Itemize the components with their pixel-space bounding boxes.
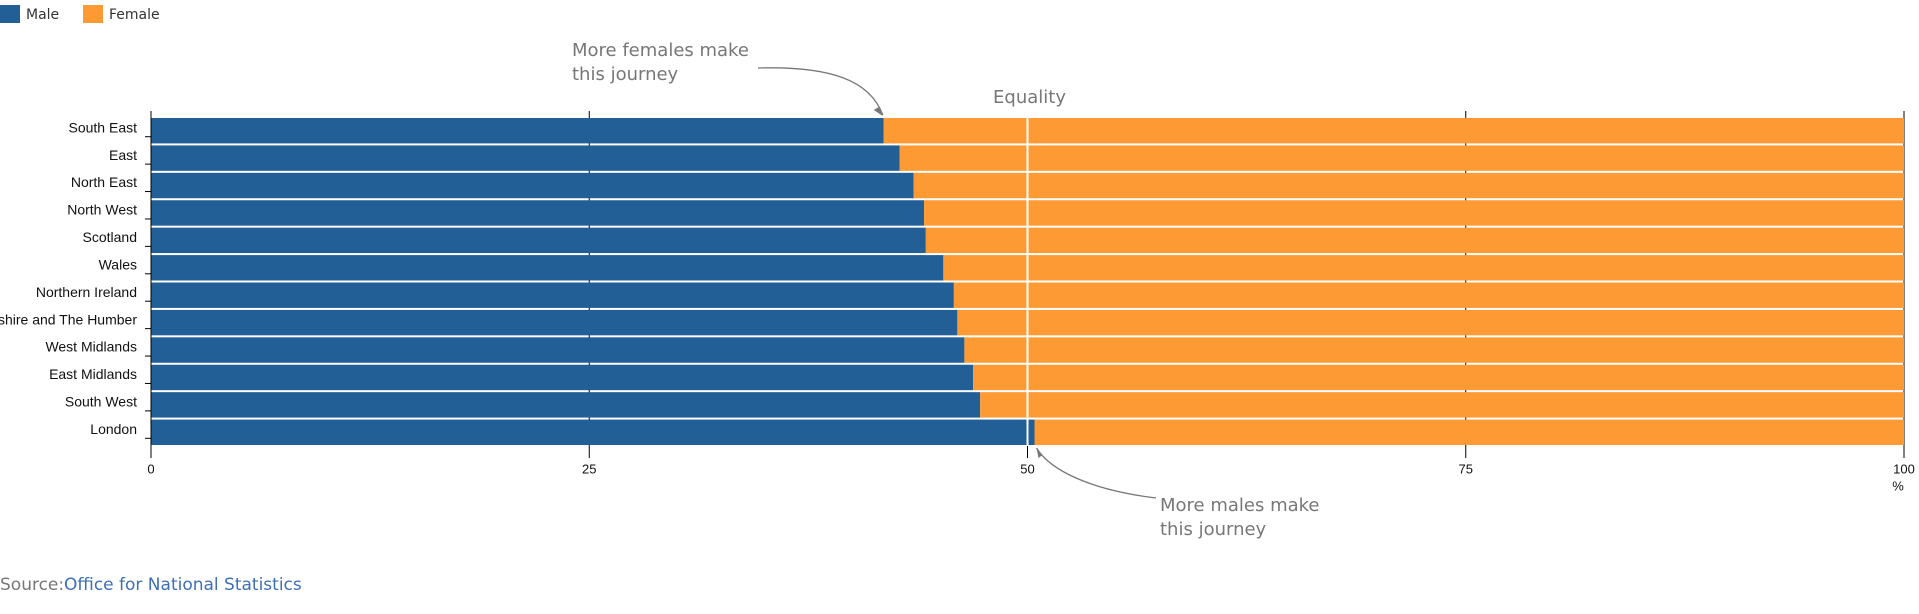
reference-label: Equality [993,87,1066,108]
annotation: this journey [1160,519,1267,540]
x-tick-label: 100 [1893,461,1915,476]
annotation: this journey [572,64,679,85]
bar [957,309,1904,336]
annotation: More males make [1160,495,1320,516]
legend-swatch [83,5,103,23]
arrow-head [1036,448,1043,458]
bar [899,145,1904,171]
legend-label: Male [26,7,59,23]
bar [924,200,1904,226]
y-tick-label: South East [69,119,138,135]
bar [151,145,900,171]
bar [953,282,1904,308]
x-tick-label: 75 [1459,461,1473,476]
x-tick-label: 50 [1020,461,1034,476]
legend-swatch [0,5,20,23]
y-tick-label: Yorkshire and The Humber [0,311,137,327]
bar [1034,419,1904,445]
x-tick-label: 25 [582,461,596,476]
bar [151,419,1035,445]
bar [913,172,1904,199]
annotation-arrow [1035,447,1157,499]
y-tick-label: London [90,421,137,437]
bar [151,227,926,254]
bar [943,255,1904,281]
y-tick-label: South West [65,394,137,410]
y-tick-label: North East [71,174,137,190]
bar [151,200,925,226]
legend-label: Female [109,7,160,23]
arrow-head [873,107,883,116]
source-label: Source: [0,575,64,595]
y-tick-label: Northern Ireland [36,284,137,300]
y-tick-label: East [109,147,137,163]
bar [151,282,954,308]
y-tick-label: North West [67,202,137,218]
bar [925,227,1904,254]
bar [883,118,1904,144]
x-unit: % [1892,478,1904,493]
bar [151,172,914,199]
bar [964,337,1904,363]
source-link[interactable]: Office for National Statistics [64,575,302,595]
bar [151,118,884,144]
y-tick-label: Scotland [83,229,137,245]
bar [151,255,944,281]
annotation: More females make [572,40,749,61]
bar [973,364,1904,391]
x-tick-label: 0 [147,461,154,476]
annotation-arrow [757,67,884,116]
bar [151,364,974,391]
y-tick-label: Wales [99,256,137,272]
bar [151,337,965,363]
bar [980,392,1904,418]
bar [151,309,958,336]
y-tick-label: East Midlands [49,366,137,382]
bar [151,392,981,418]
y-tick-label: West Midlands [45,339,137,355]
